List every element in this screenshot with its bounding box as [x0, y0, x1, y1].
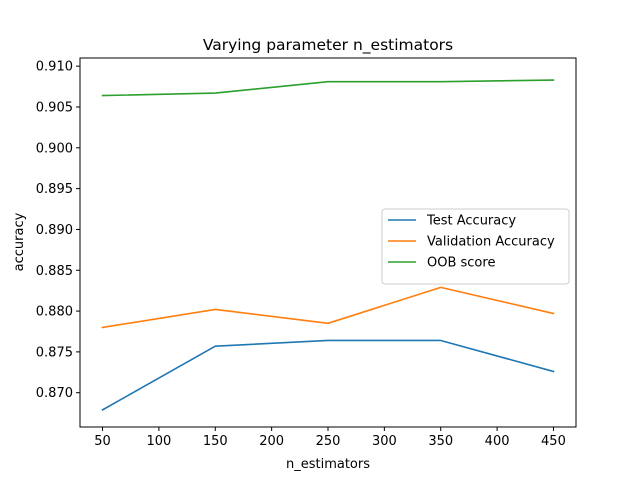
legend-box: [381, 208, 570, 285]
y-tick-label: 0.910: [36, 60, 73, 75]
x-tick-label: 150: [203, 434, 228, 449]
x-tick-label: 200: [259, 434, 284, 449]
x-tick-label: 300: [372, 434, 397, 449]
legend-label: Test Accuracy: [426, 214, 516, 229]
y-tick-label: 0.885: [36, 264, 73, 279]
y-tick-label: 0.900: [36, 141, 73, 156]
x-tick-label: 400: [485, 434, 510, 449]
x-tick-label: 50: [94, 434, 111, 449]
legend-label: OOB score: [427, 256, 495, 271]
series-layer: [101, 79, 555, 411]
x-tick-label: 350: [428, 434, 453, 449]
y-axis-label: accuracy: [12, 212, 27, 271]
x-tick-label: 100: [146, 434, 171, 449]
y-tick-label: 0.880: [36, 305, 73, 320]
legend: Test Accuracy Validation Accuracy OOB scor…: [381, 208, 570, 285]
series-line-0: [101, 339, 555, 411]
series-line-1: [101, 286, 555, 329]
y-tick-label: 0.895: [36, 182, 73, 197]
y-tick-label: 0.870: [36, 386, 73, 401]
x-tick-label: 450: [541, 434, 566, 449]
y-axis-ticks: 0.870 0.875 0.880 0.885 0.890 0.895 0.900 0.905…: [36, 60, 80, 401]
chart-title: Varying parameter n_estimators: [203, 36, 453, 55]
x-axis-label: n_estimators: [286, 457, 370, 472]
y-tick-label: 0.875: [36, 345, 73, 360]
y-tick-label: 0.890: [36, 223, 73, 238]
series-line-2: [101, 79, 555, 97]
plot-frame: [79, 57, 577, 428]
x-axis-ticks: 50 100 150 200 250 300 350 400 450: [94, 427, 566, 449]
x-tick-label: 250: [316, 434, 341, 449]
y-tick-label: 0.905: [36, 100, 73, 115]
legend-label: Validation Accuracy: [427, 235, 555, 250]
